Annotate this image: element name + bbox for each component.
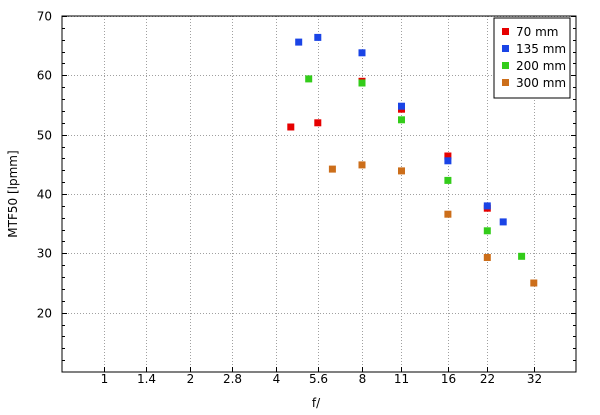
data-point: [314, 119, 322, 127]
x-tick-label: 5.6: [309, 372, 328, 386]
data-point: [444, 152, 452, 160]
x-tick-label: 2.8: [223, 372, 242, 386]
x-tick-label: 1.4: [137, 372, 156, 386]
axis-ticks: 1 1.4 2 2.8 4 5.6 8 11 16 22 32 20 30 40 50 60 70: [37, 10, 576, 386]
data-point: [358, 161, 366, 169]
legend-label: 135 mm: [516, 42, 566, 56]
x-tick-label: 4: [273, 372, 281, 386]
legend-label: 200 mm: [516, 59, 566, 73]
data-point: [287, 123, 295, 131]
x-tick-label: 16: [441, 372, 456, 386]
data-point: [483, 254, 491, 261]
legend-marker: [502, 45, 509, 52]
data-point: [483, 227, 491, 235]
data-point: [305, 75, 313, 83]
y-tick-label: 50: [37, 129, 52, 143]
data-point: [398, 102, 405, 110]
x-tick-label: 11: [394, 372, 409, 386]
x-tick-label: 1: [101, 372, 109, 386]
legend-label: 300 mm: [516, 76, 566, 90]
x-tick-label: 8: [359, 372, 367, 386]
data-point: [530, 279, 538, 287]
x-tick-label: 32: [527, 372, 542, 386]
legend-marker: [502, 79, 509, 86]
data-point: [398, 116, 405, 124]
data-point: [444, 210, 452, 218]
y-tick-label: 30: [37, 247, 52, 261]
data-point: [444, 157, 452, 165]
data-point: [483, 202, 491, 210]
data-point: [518, 252, 526, 260]
data-markers: [287, 33, 538, 287]
y-axis-title: MTF50 [lpmm]: [6, 150, 20, 237]
data-point: [444, 176, 452, 184]
y-tick-label: 40: [37, 188, 52, 202]
data-point: [328, 165, 336, 173]
data-point: [358, 79, 366, 87]
data-point: [295, 38, 303, 46]
data-point: [499, 218, 507, 226]
x-axis-title: f/: [312, 396, 321, 410]
legend-label: 70 mm: [516, 25, 558, 39]
data-point: [358, 49, 366, 57]
grid-lines: [62, 16, 576, 372]
data-point: [398, 167, 405, 175]
legend-marker: [502, 62, 509, 69]
y-tick-label: 20: [37, 307, 52, 321]
x-tick-label: 22: [480, 372, 495, 386]
legend-marker: [502, 28, 509, 35]
x-tick-label: 2: [187, 372, 195, 386]
y-tick-label: 60: [37, 69, 52, 83]
data-point: [314, 33, 322, 41]
legend: 70 mm 135 mm 200 mm 300 mm: [493, 17, 571, 99]
y-tick-label: 70: [37, 10, 52, 24]
